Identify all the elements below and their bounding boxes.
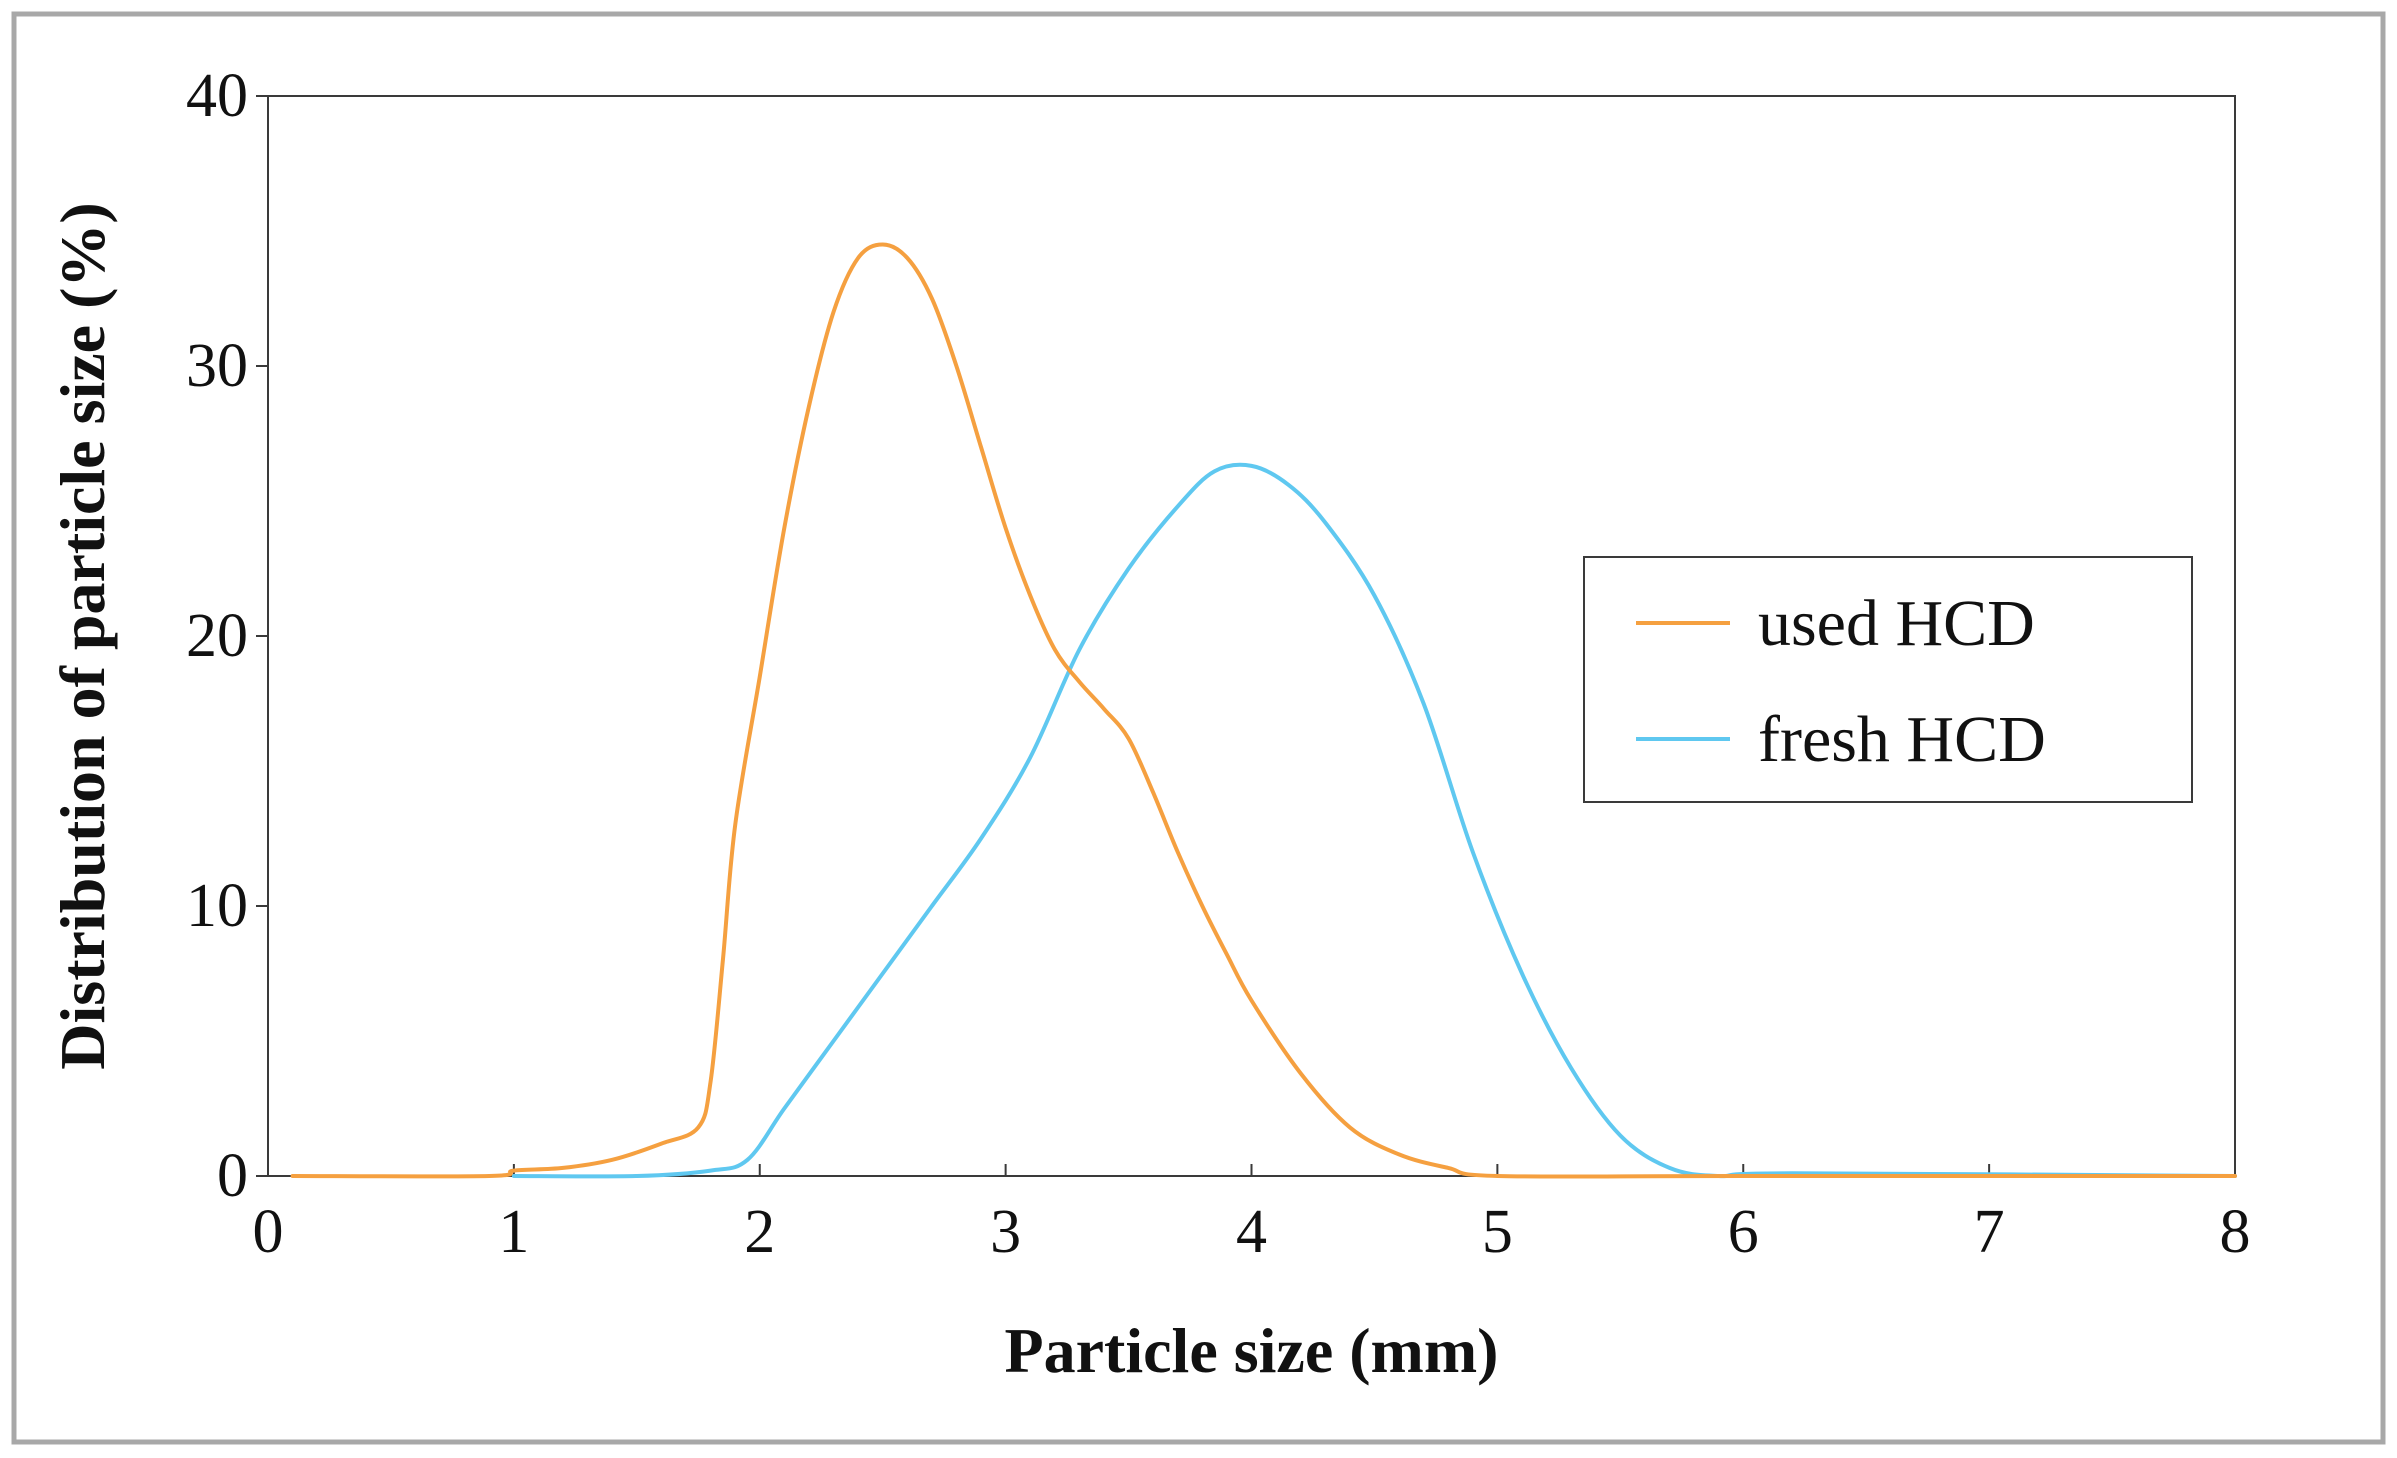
series-line-fresh-hcd (511, 462, 2237, 1179)
y-tick-label: 40 (186, 62, 248, 130)
x-tick-label: 5 (1482, 1198, 1513, 1266)
x-tick-label: 8 (2220, 1198, 2251, 1266)
x-axis-title: Particle size (mm) (1005, 1315, 1499, 1386)
x-tick-label: 3 (990, 1198, 1021, 1266)
series-line-used-hcd (290, 242, 2237, 1179)
y-tick-label: 0 (217, 1142, 248, 1210)
legend-box (1583, 556, 2193, 803)
x-tick-label: 6 (1728, 1198, 1759, 1266)
legend: used HCD fresh HCD (1583, 556, 2193, 803)
y-tick-label: 20 (186, 602, 248, 670)
x-tick-label: 2 (744, 1198, 775, 1266)
x-tick-label: 0 (253, 1198, 284, 1266)
y-axis-title: Distribution of particle size (%) (47, 202, 118, 1069)
y-axis-ticks: 0 10 20 30 40 (186, 62, 268, 1210)
x-tick-label: 7 (1974, 1198, 2005, 1266)
y-tick-label: 30 (186, 332, 248, 400)
x-tick-label: 1 (498, 1198, 529, 1266)
series-lines (290, 242, 2237, 1179)
legend-label-fresh-hcd: fresh HCD (1758, 703, 2046, 776)
legend-label-used-hcd: used HCD (1758, 587, 2035, 660)
x-tick-label: 4 (1236, 1198, 1267, 1266)
y-tick-label: 10 (186, 872, 248, 940)
x-axis-ticks: 0 1 2 3 4 5 6 7 8 (253, 1164, 2251, 1266)
